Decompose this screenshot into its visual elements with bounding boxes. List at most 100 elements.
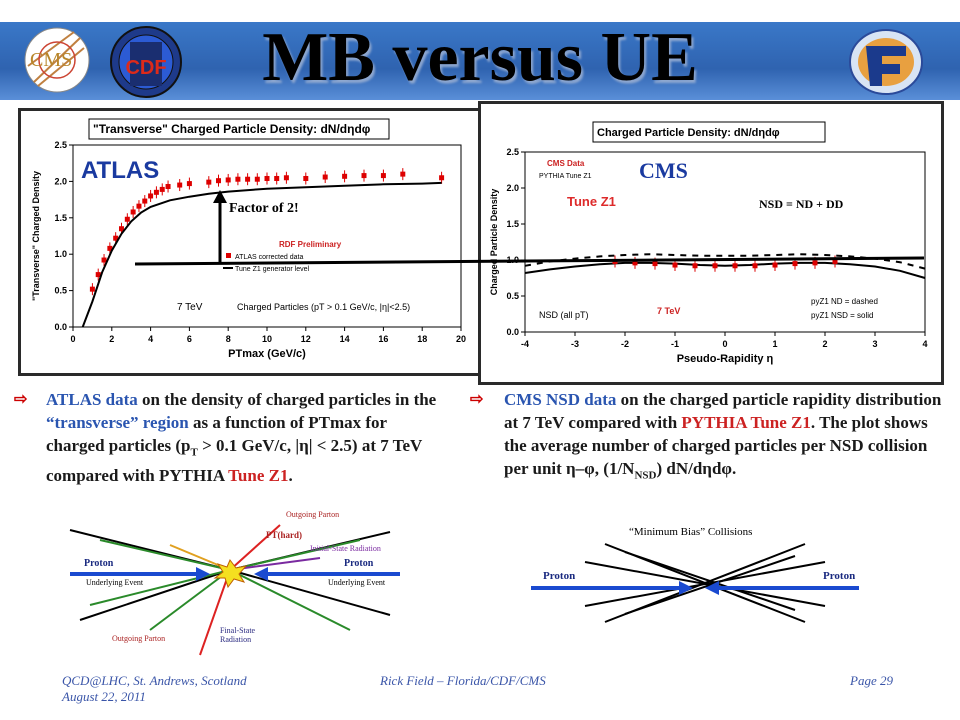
min-bias-title: “Minimum Bias” Collisions xyxy=(629,526,753,538)
factor-annotation: Factor of 2! xyxy=(229,201,299,216)
data-point xyxy=(153,189,159,195)
data-point xyxy=(283,175,289,181)
data-point xyxy=(107,245,113,251)
x-tick-label: 3 xyxy=(872,339,877,349)
data-point xyxy=(89,286,95,292)
ue-left-label: Underlying Event xyxy=(86,578,144,587)
legend-rdf: RDF Preliminary xyxy=(279,240,342,249)
x-tick-label: 10 xyxy=(262,334,272,344)
svg-text:CDF: CDF xyxy=(125,57,166,79)
bullet-right: ⇨ CMS NSD data on the charged particle r… xyxy=(470,390,942,482)
legend-energy: 7 TeV xyxy=(657,306,680,316)
data-point xyxy=(322,174,328,180)
x-tick-label: -3 xyxy=(571,339,579,349)
y-tick-label: 2.0 xyxy=(506,183,519,193)
chart-title: "Transverse" Charged Particle Density: d… xyxy=(93,122,371,136)
outgoing-parton-top-label: Outgoing Parton xyxy=(286,510,340,519)
cdf-logo: CDF xyxy=(104,24,188,100)
data-point xyxy=(342,173,348,179)
data-point xyxy=(206,179,212,185)
y-tick-label: 2.5 xyxy=(506,147,519,157)
y-tick-label: 0.5 xyxy=(506,291,519,301)
x-tick-label: 14 xyxy=(340,334,350,344)
atlas-chart: "Transverse" Charged Particle Density: d… xyxy=(31,118,466,360)
x-tick-label: 18 xyxy=(417,334,427,344)
isr-label: Initial-State Radiation xyxy=(310,544,381,553)
legend-nsd-solid: pyZ1 NSD = solid xyxy=(811,311,873,320)
footer-date: August 22, 2011 xyxy=(62,689,146,704)
min-bias-diagram: “Minimum Bias” Collisions Proton Proton xyxy=(525,522,865,634)
mb-proton-left-label: Proton xyxy=(543,570,576,582)
data-point xyxy=(439,175,445,181)
y-tick-label: 0.0 xyxy=(506,327,519,337)
data-point xyxy=(95,272,101,278)
proton-left-label: Proton xyxy=(84,558,114,569)
hard-scatter-diagram: Proton Proton Outgoing Parton PT(hard) I… xyxy=(60,510,410,660)
mb-proton-right-label: Proton xyxy=(823,570,856,582)
y-tick-label: 1.5 xyxy=(54,213,67,223)
y-tick-label: 1.0 xyxy=(506,255,519,265)
footer-page: Page 29 xyxy=(850,673,893,688)
atlas-panel: "Transverse" Charged Particle Density: d… xyxy=(18,108,502,376)
chart-title: Charged Particle Density: dN/dηdφ xyxy=(597,127,780,139)
chart-title-box xyxy=(88,118,390,140)
data-point xyxy=(142,198,148,204)
chart-title-box xyxy=(592,121,826,143)
y-tick-label: 2.5 xyxy=(54,140,67,150)
x-tick-label: -1 xyxy=(671,339,679,349)
data-point xyxy=(101,257,107,263)
data-point xyxy=(254,176,260,182)
data-point xyxy=(235,176,241,182)
cms-logo: CMS xyxy=(14,26,100,94)
data-point xyxy=(303,175,309,181)
y-tick-label: 2.0 xyxy=(54,176,67,186)
y-tick-label: 0.0 xyxy=(54,322,67,332)
cms-overlay-label: CMS xyxy=(639,158,688,183)
data-point xyxy=(772,262,778,268)
bullet-left: ⇨ ATLAS data on the density of charged p… xyxy=(14,390,437,486)
legend-cuts: Charged Particles (pT > 0.1 GeV/c, |η|<2… xyxy=(237,302,410,312)
pt-hard-label: PT(hard) xyxy=(266,530,302,540)
fsr-label: Final-State Radiation xyxy=(220,626,256,644)
legend-cms-data: CMS Data xyxy=(547,159,585,168)
bullet-arrow-icon: ⇨ xyxy=(14,391,28,408)
data-point xyxy=(812,260,818,266)
x-tick-label: 12 xyxy=(301,334,311,344)
x-axis-label: Pseudo-Rapidity η xyxy=(677,353,774,365)
legend-pythia: PYTHIA Tune Z1 xyxy=(539,173,592,180)
x-tick-label: 0 xyxy=(722,339,727,349)
x-tick-label: 4 xyxy=(922,339,927,349)
data-point xyxy=(712,263,718,269)
x-tick-label: 2 xyxy=(822,339,827,349)
data-point xyxy=(264,175,270,181)
data-point xyxy=(652,261,658,267)
atlas-overlay-label: ATLAS xyxy=(81,157,160,184)
data-point xyxy=(692,263,698,269)
cms-chart: Charged Particle Density: dN/dηdφ -4 -3 -2 -… xyxy=(489,121,928,365)
y-tick-label: 1.0 xyxy=(54,249,67,259)
y-axis-label: Charged Particle Density xyxy=(489,189,499,296)
data-point xyxy=(136,203,142,209)
tune-z1-label: Tune Z1 xyxy=(567,194,616,209)
data-point xyxy=(400,171,406,177)
footer-author: Rick Field – Florida/CDF/CMS xyxy=(380,673,546,688)
x-tick-label: -2 xyxy=(621,339,629,349)
footer-left: QCD@LHC, St. Andrews, Scotland August 22… xyxy=(62,673,247,705)
data-point xyxy=(159,186,165,192)
x-tick-label: 8 xyxy=(226,334,231,344)
x-axis-label: PTmax (GeV/c) xyxy=(228,348,306,360)
legend-tune-line: Tune Z1 generator level xyxy=(235,266,310,273)
data-point xyxy=(361,173,367,179)
svg-text:CMS: CMS xyxy=(30,49,72,71)
y-axis-label: "Transverse" Charged Density xyxy=(31,171,41,301)
x-tick-label: 20 xyxy=(456,334,466,344)
outgoing-parton-bottom-label: Outgoing Parton xyxy=(112,634,166,643)
data-point xyxy=(186,181,192,187)
data-point xyxy=(672,262,678,268)
data-point xyxy=(245,176,251,182)
data-point xyxy=(792,261,798,267)
legend-atlas-line: ATLAS corrected data xyxy=(235,254,303,261)
data-point xyxy=(216,178,221,184)
legend-atlas-marker xyxy=(226,253,231,258)
footer-conference: QCD@LHC, St. Andrews, Scotland xyxy=(62,673,247,688)
